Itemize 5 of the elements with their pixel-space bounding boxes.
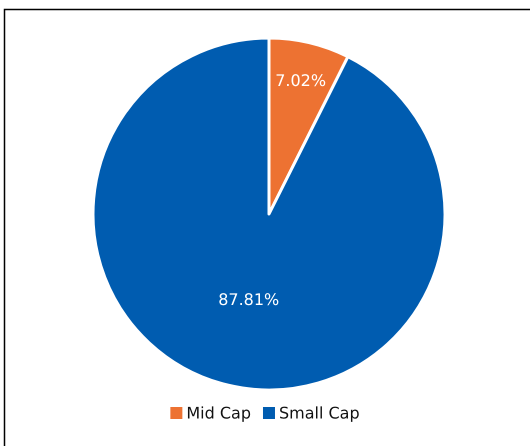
legend-label: Mid Cap	[186, 404, 251, 422]
data-label: 7.02%	[275, 70, 326, 90]
legend-label: Small Cap	[278, 404, 360, 422]
data-label: 87.81%	[218, 290, 280, 310]
pie-slice	[92, 36, 446, 392]
